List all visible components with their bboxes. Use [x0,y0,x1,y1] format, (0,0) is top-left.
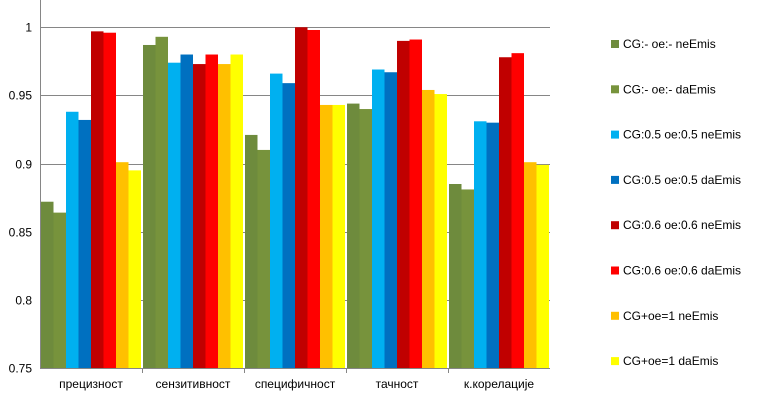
legend-label: CG:- oe:- daEmis [623,82,716,96]
bar [332,104,345,368]
bar [180,54,193,369]
bar [282,83,295,368]
legend-swatch [611,266,619,275]
bar [409,39,422,368]
x-tick-label: к.корелације [464,377,535,391]
bar [384,72,397,369]
bar [486,122,499,368]
legend-swatch [611,221,619,230]
bar [372,69,385,368]
bar [397,40,410,368]
bar [295,27,308,368]
bar [270,73,283,368]
bar [143,44,156,368]
bar [41,201,54,368]
y-tick-label: 0.95 [9,89,33,103]
bar [155,36,168,369]
bar [230,54,243,369]
y-tick-label: 0.8 [15,294,32,308]
bar [307,29,320,369]
bar [536,164,549,368]
legend-label: CG:0.5 oe:0.5 daEmis [623,173,741,187]
bar [103,32,116,369]
bar [245,134,258,368]
legend-swatch [611,175,619,184]
bar [128,170,141,368]
bar [168,62,181,368]
bar [347,103,360,368]
bar [474,121,487,368]
y-tick-label: 0.85 [9,226,33,240]
bar [53,212,66,368]
legend-swatch [611,85,619,94]
x-tick-label: специфичност [255,377,336,391]
legend-label: CG:- oe:- neEmis [623,37,716,51]
bar [66,111,79,368]
y-tick-label: 0.75 [9,362,33,376]
legend-swatch [611,130,619,139]
bar [116,162,129,368]
legend-label: CG:0.5 oe:0.5 neEmis [623,128,741,142]
bar [422,89,435,369]
legend-label: CG+oe=1 daEmis [623,354,718,368]
bar [511,53,524,368]
bar [257,149,270,368]
bar [449,184,462,368]
bar [78,119,91,368]
legend-swatch [611,40,619,48]
legend-label: CG+oe=1 neEmis [623,309,718,323]
y-tick-label: 0.9 [15,158,32,172]
bar [524,162,537,368]
bar [461,189,474,368]
bar [434,94,447,368]
bar [359,109,372,368]
legend-label: CG:0.6 oe:0.6 neEmis [623,218,741,232]
x-tick-label: сензитивност [156,377,231,391]
legend-swatch [611,357,619,366]
x-tick-label: прецизност [59,377,123,391]
y-tick-label: 1 [25,21,32,35]
legend-swatch [611,311,619,320]
bar [91,31,104,368]
bar [320,104,333,368]
bar [218,64,231,368]
legend-label: CG:0.6 oe:0.6 daEmis [623,264,741,278]
bar [193,64,206,368]
bar [499,57,512,369]
x-tick-label: тачност [376,377,419,391]
bar [205,54,218,369]
